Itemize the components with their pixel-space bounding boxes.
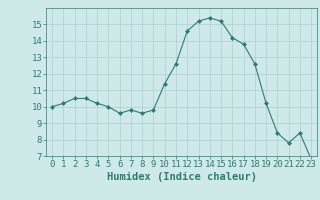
X-axis label: Humidex (Indice chaleur): Humidex (Indice chaleur) [107,172,257,182]
